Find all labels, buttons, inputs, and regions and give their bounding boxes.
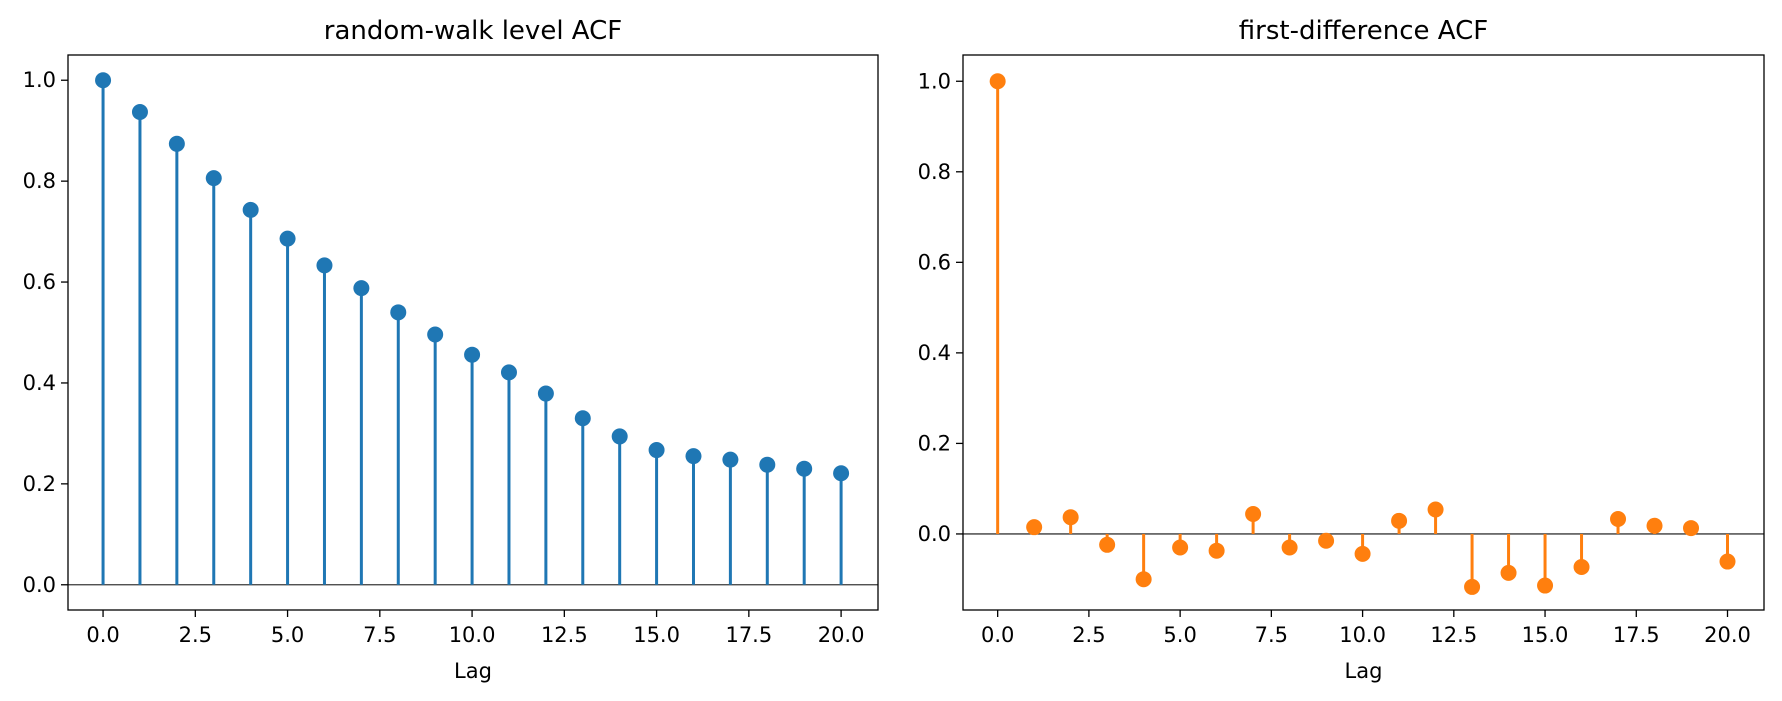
chart-title: first-difference ACF	[1239, 16, 1488, 46]
y-tick-label: 0.4	[23, 371, 56, 395]
stem-marker	[168, 135, 185, 152]
stem-marker	[989, 73, 1006, 90]
y-tick-label: 1.0	[918, 69, 951, 93]
stem-marker	[427, 326, 444, 343]
y-tick-label: 0.0	[23, 573, 56, 597]
x-tick-label: 20.0	[1704, 623, 1751, 647]
stem-marker	[1135, 571, 1152, 588]
stem-marker	[1464, 578, 1481, 595]
stem-marker	[685, 448, 702, 465]
first-difference-acf-panel: first-difference ACF Lag 0.0 2.5 5.0 7.5 10.…	[918, 16, 1765, 683]
stem-marker	[205, 170, 222, 187]
x-tick-label: 20.0	[818, 623, 865, 647]
stem-marker	[1427, 501, 1444, 518]
x-tick-label: 15.0	[633, 623, 680, 647]
stem-marker	[611, 428, 628, 445]
x-tick-label: 12.5	[541, 623, 588, 647]
y-tick-label: 0.2	[918, 431, 951, 455]
y-tick-label: 1.0	[23, 68, 56, 92]
stem-marker	[464, 346, 481, 363]
y-tick-label: 0.6	[23, 270, 56, 294]
stem-marker	[131, 104, 148, 121]
x-axis-label: Lag	[454, 659, 492, 683]
x-tick-label: 2.5	[1072, 623, 1105, 647]
random-walk-level-acf-panel: random-walk level ACF Lag 0.0 2.5 5.0 7.5 10…	[23, 16, 879, 683]
stem-marker	[1610, 511, 1627, 528]
x-tick-label: 5.0	[1163, 623, 1196, 647]
chart-title: random-walk level ACF	[324, 16, 623, 46]
stem-marker	[1354, 545, 1371, 562]
stem-marker	[722, 451, 739, 468]
x-tick-label: 7.5	[363, 623, 396, 647]
stem-marker	[1683, 520, 1700, 537]
stem-marker	[648, 442, 665, 459]
stem-marker	[1172, 539, 1189, 556]
stem-marker	[95, 72, 112, 89]
y-tick-label: 0.0	[918, 522, 951, 546]
x-tick-label: 15.0	[1522, 623, 1569, 647]
y-tick-label: 0.6	[918, 250, 951, 274]
x-tick-label: 17.5	[1613, 623, 1660, 647]
y-tick-label: 0.8	[918, 160, 951, 184]
y-tick-label: 0.4	[918, 341, 951, 365]
plot-frame	[67, 54, 879, 611]
stem-marker	[1099, 536, 1116, 553]
stem-marker	[1646, 517, 1663, 534]
stem-marker	[1208, 542, 1225, 559]
stem-marker	[1281, 539, 1298, 556]
stem-marker	[390, 304, 407, 321]
x-tick-label: 0.0	[981, 623, 1014, 647]
stem-marker	[1500, 564, 1517, 581]
stem-marker	[796, 460, 813, 477]
stem-marker	[316, 257, 333, 274]
stem-marker	[1245, 506, 1262, 523]
stem-marker	[833, 465, 850, 482]
y-tick-label: 0.8	[23, 169, 56, 193]
x-tick-label: 0.0	[86, 623, 119, 647]
x-tick-label: 10.0	[1339, 623, 1386, 647]
x-tick-label: 2.5	[179, 623, 212, 647]
stem-marker	[1719, 553, 1736, 570]
y-tick-label: 0.2	[23, 472, 56, 496]
stem-marker	[759, 456, 776, 473]
stem-marker	[1318, 532, 1335, 549]
stem-marker	[1537, 577, 1554, 594]
stem-marker	[574, 410, 591, 427]
x-tick-label: 5.0	[271, 623, 304, 647]
x-tick-label: 7.5	[1255, 623, 1288, 647]
stem-marker	[279, 230, 296, 247]
plot-frame	[962, 54, 1765, 611]
stem-marker	[1026, 519, 1043, 536]
stem-marker	[537, 385, 554, 402]
stem-marker	[353, 280, 370, 297]
stem-marker	[1573, 558, 1590, 575]
x-tick-label: 17.5	[725, 623, 772, 647]
stem-marker	[242, 201, 259, 218]
stem-marker	[500, 364, 517, 381]
x-tick-label: 10.0	[449, 623, 496, 647]
stem-marker	[1391, 512, 1408, 529]
x-axis-label: Lag	[1345, 659, 1383, 683]
x-tick-label: 12.5	[1430, 623, 1477, 647]
stem-marker	[1062, 509, 1079, 526]
